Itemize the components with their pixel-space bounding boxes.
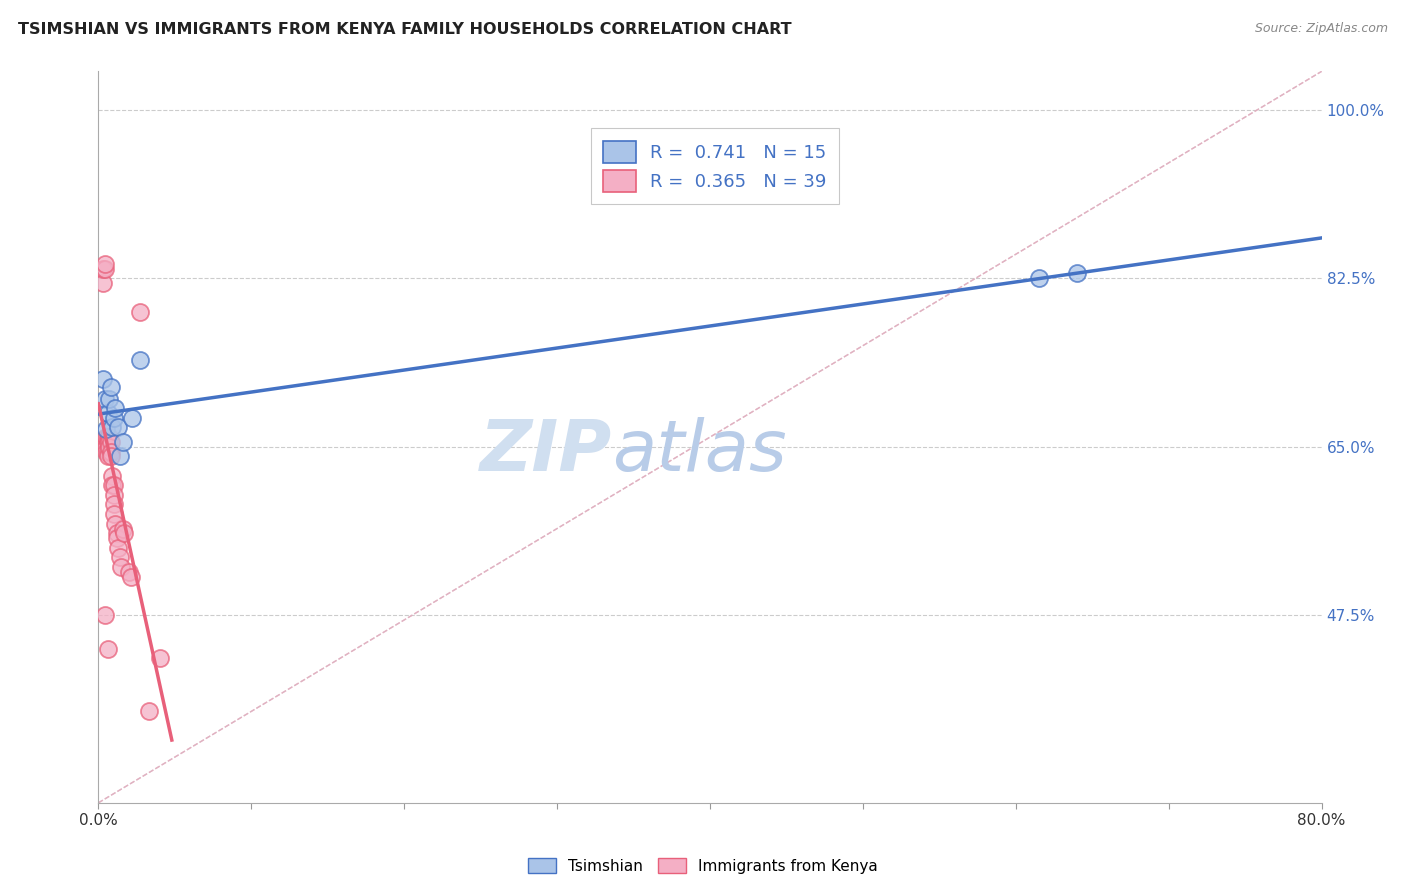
Point [105, 531, 128, 545]
Point [97, 430, 120, 444]
Point [103, 488, 125, 502]
Point [100, 380, 122, 394]
Point [121, 410, 143, 425]
Point [105, 526, 128, 541]
Point [108, 450, 131, 464]
Point [94, 422, 117, 436]
Point [128, 305, 150, 319]
Point [93, 608, 115, 623]
Point [103, 410, 125, 425]
Text: atlas: atlas [612, 417, 787, 486]
Point [118, 565, 141, 579]
Point [128, 353, 150, 368]
Point [101, 468, 124, 483]
Point [104, 401, 127, 416]
Point [94, 444, 117, 458]
Point [93, 392, 115, 406]
Point [104, 516, 127, 531]
Point [97, 406, 120, 420]
Point [112, 526, 135, 541]
Point [98, 392, 121, 406]
Point [93, 257, 115, 271]
Point [100, 434, 122, 449]
Point [94, 440, 117, 454]
Point [91, 276, 114, 290]
Point [98, 430, 121, 444]
Point [111, 521, 134, 535]
Point [98, 440, 121, 454]
Text: Source: ZipAtlas.com: Source: ZipAtlas.com [1254, 22, 1388, 36]
Legend: Tsimshian, Immigrants from Kenya: Tsimshian, Immigrants from Kenya [522, 852, 884, 880]
Text: TSIMSHIAN VS IMMIGRANTS FROM KENYA FAMILY HOUSEHOLDS CORRELATION CHART: TSIMSHIAN VS IMMIGRANTS FROM KENYA FAMIL… [18, 22, 792, 37]
Text: ZIP: ZIP [479, 417, 612, 486]
Point [111, 434, 134, 449]
Point [97, 434, 120, 449]
Point [91, 261, 114, 276]
Point [101, 420, 124, 434]
Point [94, 434, 117, 449]
Point [107, 541, 129, 555]
Point [100, 450, 122, 464]
Point [149, 651, 172, 665]
Point [100, 444, 122, 458]
Legend: R =  0.741   N = 15, R =  0.365   N = 39: R = 0.741 N = 15, R = 0.365 N = 39 [591, 128, 839, 204]
Point [108, 550, 131, 565]
Point [1028, 271, 1050, 285]
Point [101, 478, 124, 492]
Point [91, 372, 114, 386]
Point [110, 560, 132, 574]
Point [94, 430, 117, 444]
Point [103, 498, 125, 512]
Point [97, 641, 120, 656]
Point [97, 444, 120, 458]
Point [103, 478, 125, 492]
Point [1066, 267, 1088, 281]
Point [103, 507, 125, 521]
Point [120, 569, 142, 583]
Point [97, 450, 120, 464]
Point [107, 420, 129, 434]
Point [93, 261, 115, 276]
Point [98, 434, 121, 449]
Point [138, 705, 160, 719]
